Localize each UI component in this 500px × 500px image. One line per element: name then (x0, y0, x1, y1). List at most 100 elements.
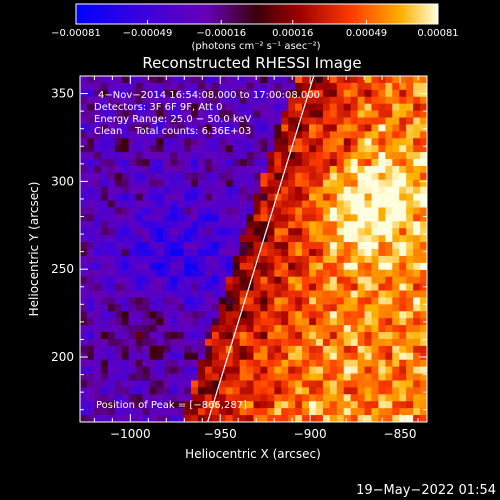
heatmap-cell (142, 200, 150, 209)
heatmap-cell (309, 159, 317, 167)
heatmap-cell (281, 193, 289, 202)
heatmap-cell (156, 96, 164, 105)
heatmap-cell (371, 255, 380, 264)
heatmap-cell (322, 318, 331, 326)
heatmap-cell (253, 304, 262, 312)
heatmap-cell (281, 200, 289, 209)
heatmap-cell (260, 269, 268, 278)
heatmap-cell (191, 165, 199, 174)
heatmap-cell (350, 207, 359, 215)
heatmap-cell (121, 311, 130, 319)
heatmap-cell (218, 338, 227, 347)
heatmap-cell (232, 262, 241, 271)
heatmap-cell (135, 117, 144, 126)
heatmap-cell (350, 242, 359, 250)
heatmap-cell (350, 124, 359, 132)
heatmap-cell (295, 82, 303, 91)
heatmap-cell (239, 110, 248, 119)
heatmap-cell (80, 145, 88, 153)
heatmap-cell (121, 276, 130, 285)
heatmap-cell (420, 338, 427, 347)
heatmap-cell (336, 408, 345, 416)
heatmap-cell (232, 415, 241, 422)
heatmap-cell (322, 297, 331, 305)
heatmap-cell (197, 96, 206, 105)
heatmap-cell (322, 131, 331, 139)
heatmap-cell (204, 193, 213, 202)
heatmap-cell (364, 152, 373, 160)
heatmap-cell (121, 179, 130, 188)
heatmap-cell (281, 242, 289, 250)
heatmap-cell (260, 359, 268, 368)
heatmap-cell (149, 200, 157, 209)
heatmap-cell (260, 159, 268, 167)
heatmap-cell (191, 89, 199, 98)
heatmap-cell (184, 408, 192, 416)
heatmap-cell (413, 352, 421, 361)
heatmap-cell (93, 290, 102, 299)
heatmap-cell (336, 401, 345, 409)
heatmap-cell (378, 82, 386, 91)
heatmap-cell (107, 325, 116, 333)
heatmap-cell (336, 345, 345, 354)
heatmap-cell (149, 359, 157, 368)
heatmap-cell (177, 276, 185, 285)
heatmap-cell (121, 297, 130, 305)
heatmap-cell (274, 401, 282, 409)
heatmap-cell (315, 152, 324, 160)
heatmap-cell (80, 228, 88, 236)
heatmap-cell (302, 124, 310, 132)
heatmap-cell (114, 352, 123, 361)
heatmap-cell (232, 159, 241, 167)
heatmap-cell (315, 325, 324, 333)
heatmap-cell (232, 366, 241, 375)
heatmap-cell (302, 235, 310, 243)
heatmap-cell (149, 345, 157, 354)
heatmap-cell (121, 415, 130, 422)
heatmap-cell (378, 221, 386, 229)
heatmap-cell (329, 145, 338, 153)
heatmap-cell (177, 179, 185, 188)
heatmap-cell (281, 255, 289, 264)
heatmap-cell (385, 117, 393, 126)
heatmap-cell (357, 325, 366, 333)
heatmap-cell (149, 124, 157, 132)
heatmap-cell (225, 318, 234, 326)
heatmap-cell (253, 332, 262, 340)
heatmap-cell (149, 82, 157, 91)
heatmap-cell (295, 408, 303, 416)
heatmap-cell (309, 408, 317, 416)
heatmap-cell (204, 82, 213, 91)
heatmap-cell (128, 297, 137, 305)
heatmap-cell (406, 401, 414, 409)
heatmap-cell (315, 235, 324, 243)
heatmap-cell (163, 380, 171, 388)
heatmap-cell (385, 318, 393, 326)
heatmap-cell (274, 332, 282, 340)
heatmap-cell (232, 401, 241, 409)
heatmap-cell (371, 89, 380, 98)
heatmap-cell (128, 373, 137, 382)
heatmap-cell (177, 338, 185, 347)
heatmap-cell (121, 214, 130, 222)
heatmap-cell (191, 82, 199, 91)
heatmap-cell (135, 290, 144, 299)
heatmap-cell (177, 103, 185, 112)
heatmap-cell (309, 373, 317, 382)
heatmap-cell (274, 200, 282, 209)
heatmap-cell (302, 269, 310, 278)
heatmap-cell (302, 82, 310, 91)
heatmap-cell (149, 338, 157, 347)
heatmap-cell (371, 214, 380, 222)
heatmap-cell (107, 172, 116, 181)
heatmap-cell (177, 221, 185, 229)
heatmap-cell (267, 193, 275, 202)
heatmap-cell (177, 345, 185, 354)
heatmap-cell (80, 103, 88, 112)
heatmap-cell (350, 297, 359, 305)
heatmap-cell (322, 338, 331, 347)
heatmap-cell (295, 138, 303, 146)
heatmap-cell (128, 359, 137, 368)
heatmap-cell (232, 117, 241, 126)
heatmap-cell (322, 290, 331, 299)
